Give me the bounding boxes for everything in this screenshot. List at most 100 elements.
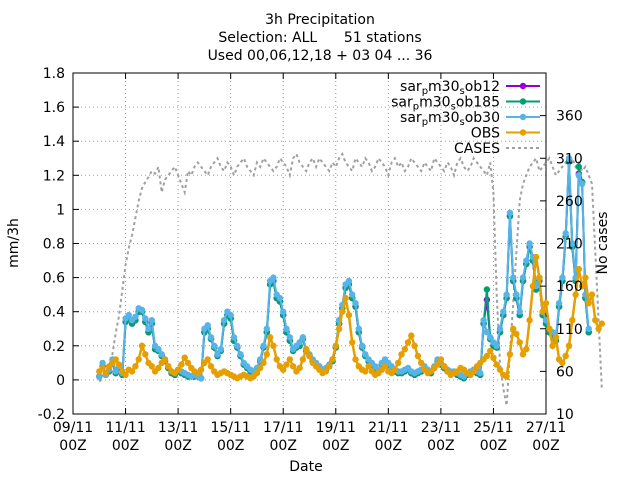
legend-label-part: OBS bbox=[471, 126, 500, 142]
data-point bbox=[207, 334, 215, 341]
data-point bbox=[132, 313, 139, 320]
data-point bbox=[142, 351, 149, 358]
data-point bbox=[128, 368, 136, 375]
cases-line bbox=[98, 151, 603, 406]
x-tick-sublabel: 00Z bbox=[59, 438, 86, 454]
data-point bbox=[253, 369, 261, 377]
x-tick-sublabel: 00Z bbox=[375, 438, 402, 454]
legend-marker bbox=[519, 82, 527, 90]
legend-label-part: m30 bbox=[428, 79, 459, 95]
data-point bbox=[559, 274, 566, 281]
series-line bbox=[98, 256, 603, 380]
data-point bbox=[178, 361, 185, 368]
data-point bbox=[404, 339, 412, 346]
data-point bbox=[480, 317, 487, 324]
x-axis-label: Date bbox=[289, 459, 322, 475]
y2-tick-label: 360 bbox=[556, 109, 583, 125]
data-point bbox=[329, 356, 336, 363]
data-point bbox=[214, 351, 221, 358]
legend-entry: OBS bbox=[471, 126, 540, 142]
data-point bbox=[562, 352, 569, 360]
legend-label-part: ob12 bbox=[465, 79, 500, 95]
data-point bbox=[401, 346, 408, 353]
data-point bbox=[142, 315, 149, 322]
legend-entry: sarpm30sob185 bbox=[391, 95, 540, 113]
legend-label-part: m30 bbox=[419, 95, 450, 111]
data-point bbox=[326, 363, 333, 370]
data-point bbox=[220, 317, 228, 324]
data-point bbox=[503, 373, 510, 380]
data-point bbox=[96, 373, 103, 380]
x-tick-label: 21/11 bbox=[368, 420, 408, 436]
x-tick-sublabel: 00Z bbox=[427, 438, 454, 454]
data-point bbox=[493, 342, 500, 349]
legend-label: CASES bbox=[454, 141, 500, 157]
data-point bbox=[578, 180, 586, 187]
data-point bbox=[503, 291, 510, 298]
data-point bbox=[273, 356, 280, 363]
legend-label-part: CASES bbox=[454, 141, 500, 157]
data-point bbox=[283, 361, 290, 368]
data-point bbox=[296, 339, 303, 346]
data-point bbox=[483, 352, 491, 360]
data-point bbox=[148, 317, 155, 324]
y-tick-label: 1 bbox=[56, 202, 65, 218]
data-point bbox=[500, 308, 507, 315]
data-point bbox=[263, 325, 270, 332]
data-point bbox=[418, 359, 425, 367]
data-point bbox=[99, 359, 106, 367]
y2-tick-label: 160 bbox=[556, 279, 583, 295]
data-point bbox=[237, 351, 244, 358]
data-point bbox=[559, 359, 566, 367]
data-point bbox=[562, 230, 569, 237]
data-point bbox=[365, 363, 372, 370]
data-point bbox=[362, 368, 369, 375]
legend-marker bbox=[519, 129, 527, 136]
data-point bbox=[490, 354, 497, 361]
legend-label-part: p bbox=[413, 102, 419, 113]
y-tick-label: 0.6 bbox=[43, 271, 65, 287]
data-point bbox=[161, 356, 169, 363]
data-point bbox=[234, 342, 241, 349]
legend-label: sarpm30sob12 bbox=[400, 79, 500, 97]
data-point bbox=[332, 342, 339, 349]
data-point bbox=[260, 342, 267, 349]
y-tick-label: 1.4 bbox=[43, 134, 65, 150]
x-tick-label: 09/11 bbox=[53, 420, 93, 436]
x-tick-label: 25/11 bbox=[473, 420, 513, 436]
data-point bbox=[184, 359, 192, 367]
data-point bbox=[526, 240, 533, 247]
x-tick-label: 19/11 bbox=[316, 420, 356, 436]
data-point bbox=[575, 172, 582, 179]
data-point bbox=[263, 351, 270, 358]
data-point bbox=[102, 369, 110, 377]
data-point bbox=[513, 330, 520, 338]
data-point bbox=[572, 291, 579, 298]
y2-tick-label: 10 bbox=[556, 407, 574, 423]
data-point bbox=[138, 342, 146, 349]
legend-label: OBS bbox=[471, 126, 500, 142]
data-point bbox=[115, 361, 123, 368]
data-point bbox=[342, 294, 349, 302]
data-point bbox=[506, 209, 514, 216]
y-tick-label: 0.4 bbox=[43, 305, 65, 321]
legend-label-part: ob185 bbox=[456, 95, 500, 111]
data-point bbox=[270, 274, 277, 281]
legend-label-part: s bbox=[460, 117, 465, 128]
data-point bbox=[483, 286, 491, 293]
series-sar-pm30-sob30 bbox=[96, 155, 592, 382]
x-tick-sublabel: 00Z bbox=[532, 438, 559, 454]
legend-label-part: sar bbox=[391, 95, 413, 111]
legend-label-part: p bbox=[422, 117, 428, 128]
data-point bbox=[585, 325, 592, 332]
y2-tick-label: 260 bbox=[556, 194, 583, 210]
data-point bbox=[539, 308, 546, 315]
data-point bbox=[306, 352, 313, 360]
x-tick-label: 11/11 bbox=[105, 420, 145, 436]
data-point bbox=[434, 361, 441, 368]
y2-tick-label: 310 bbox=[556, 151, 583, 167]
data-point bbox=[578, 282, 586, 290]
data-point bbox=[585, 300, 592, 307]
data-point bbox=[546, 325, 553, 332]
data-point bbox=[519, 351, 527, 358]
